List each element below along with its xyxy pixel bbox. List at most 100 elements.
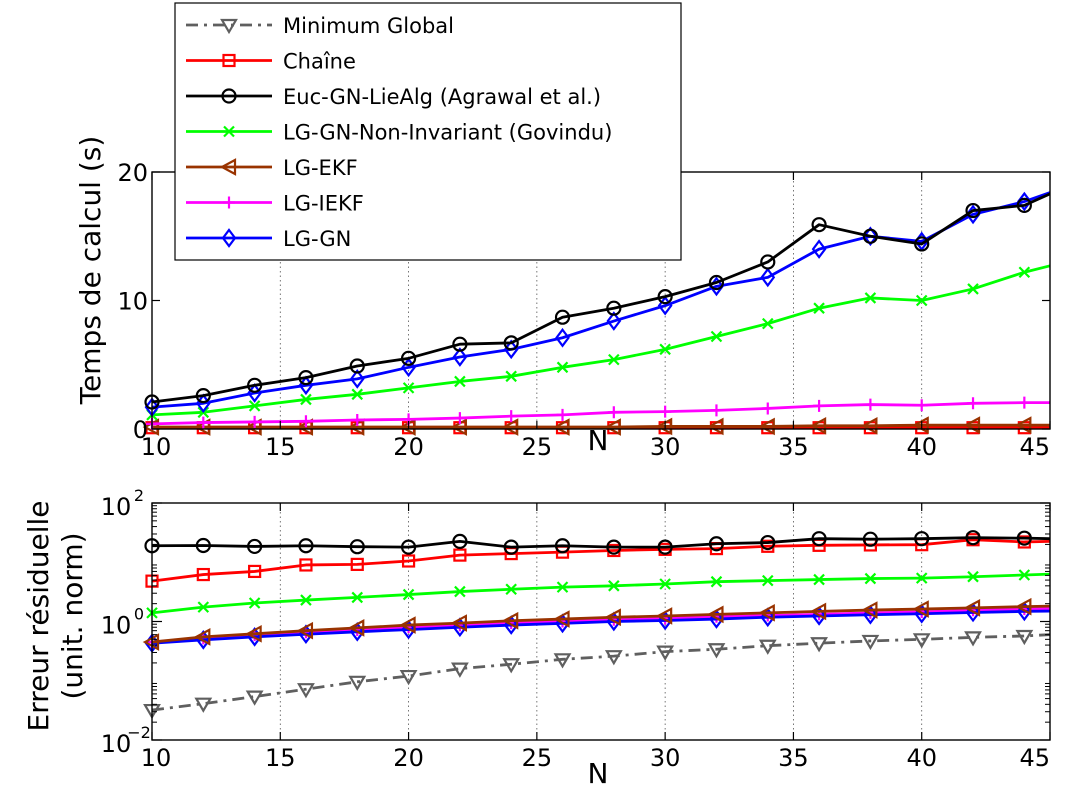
chart1-point-euc-gn-liealg-agrawal-et-al	[400, 539, 417, 555]
chart1-line-lg-ekf	[151, 604, 1051, 644]
chart0-series-lg-iekf	[146, 396, 1050, 430]
chart0-x-tick-label: 40	[906, 433, 937, 461]
chart0-point-lg-gn	[349, 369, 365, 389]
chart0-point-lg-gn	[811, 239, 827, 259]
chart0-point-euc-gn-liealg-agrawal-et-al	[247, 377, 263, 393]
chart0-point-lg-iekf	[659, 405, 672, 418]
chart0-point-lg-gn	[863, 226, 878, 247]
chart0-series-lg-gn-non-invariant-govindu	[146, 264, 1051, 421]
chart1-point-euc-gn-liealg-agrawal-et-al	[298, 538, 314, 554]
chart1-point-lg-gn-non-invariant-govindu	[248, 597, 261, 609]
chart1-point-lg-ekf	[707, 605, 724, 624]
chart1-point-minimum-global	[964, 631, 982, 647]
chart0-y-tick-label: 0	[133, 416, 148, 444]
chart1-point-lg-gn-non-invariant-govindu	[505, 583, 517, 596]
chart1-point-lg-gn-non-invariant-govindu	[967, 570, 979, 583]
legend-entry-euc-gn-liealg-agrawal-et-al: Euc-GN-LieAlg (Agrawal et al.)	[186, 85, 601, 109]
chart0-point-lg-gn-non-invariant-govindu	[505, 370, 517, 383]
chart0-point-lg-gn-non-invariant-govindu	[813, 302, 825, 314]
chart1-point-euc-gn-liealg-agrawal-et-al	[247, 538, 263, 555]
chart1-point-lg-gn-non-invariant-govindu	[608, 580, 620, 592]
legend-marker	[223, 125, 235, 138]
chart1-point-lg-ekf	[655, 607, 673, 625]
chart1-x-tick-label: 10	[141, 744, 172, 772]
legend-marker	[219, 158, 237, 176]
chart1-point-minimum-global	[348, 675, 367, 691]
legend-items: Minimum Global Chaîne Euc-GN-LieAlg (Agraw…	[186, 14, 612, 251]
chart0-point-euc-gn-liealg-agrawal-et-al	[298, 370, 314, 386]
chart0-point-lg-iekf	[505, 410, 518, 423]
chart1-point-cha-ne	[196, 567, 210, 582]
chart0-point-lg-gn-non-invariant-govindu	[659, 343, 671, 356]
legend-marker	[221, 88, 237, 104]
legend-label: LG-EKF	[283, 156, 358, 180]
chart1-point-lg-ekf	[450, 614, 467, 632]
chart0-point-lg-ekf	[758, 417, 775, 436]
chart0-point-lg-iekf	[248, 415, 261, 428]
chart1-point-cha-ne	[299, 558, 313, 572]
chart1-x-tick-label: 35	[778, 744, 809, 772]
chart1-point-minimum-global	[194, 697, 213, 713]
chart1-point-euc-gn-liealg-agrawal-et-al	[862, 531, 879, 547]
chart1-point-euc-gn-liealg-agrawal-et-al	[452, 533, 468, 549]
chart1-point-lg-ekf	[296, 621, 314, 640]
chart1-point-lg-ekf	[193, 628, 211, 646]
legend-marker	[220, 18, 238, 35]
chart0-point-lg-gn-non-invariant-govindu	[402, 382, 415, 394]
chart1-point-minimum-global	[502, 658, 521, 674]
chart1-x-tick-label: 40	[906, 744, 937, 772]
top-series-group	[142, 191, 1051, 436]
chart0-point-lg-iekf	[351, 414, 364, 427]
chart1-point-euc-gn-liealg-agrawal-et-al	[1016, 530, 1032, 546]
chart0-point-euc-gn-liealg-agrawal-et-al	[965, 202, 981, 219]
chart1-point-lg-ekf	[861, 601, 878, 619]
chart1-series-lg-ekf	[142, 597, 1051, 651]
chart1-point-lg-gn-non-invariant-govindu	[197, 601, 210, 613]
chart0-point-lg-iekf	[556, 408, 569, 421]
chart1-point-euc-gn-liealg-agrawal-et-al	[606, 539, 622, 555]
legend-label: LG-GN	[283, 227, 351, 251]
legend: Minimum Global Chaîne Euc-GN-LieAlg (Agraw…	[174, 2, 682, 261]
legend-entry-lg-ekf: LG-EKF	[186, 156, 358, 180]
legend-entry-lg-iekf: LG-IEKF	[186, 192, 364, 216]
chart0-x-tick-label: 30	[650, 433, 681, 461]
chart1-point-lg-gn-non-invariant-govindu	[659, 578, 671, 590]
legend-entry-cha-ne: Chaîne	[186, 50, 356, 74]
chart1-point-lg-gn-non-invariant-govindu	[351, 591, 364, 604]
chart1-point-lg-ekf	[604, 608, 621, 627]
chart0-y-tick-label: 20	[117, 159, 148, 187]
chart0-point-euc-gn-liealg-agrawal-et-al	[554, 309, 571, 325]
chart1-point-euc-gn-liealg-agrawal-et-al	[554, 538, 571, 554]
chart0-point-lg-gn-non-invariant-govindu	[454, 375, 466, 388]
chart1-point-minimum-global	[758, 639, 777, 655]
legend-label: LG-GN-Non-Invariant (Govindu)	[283, 121, 612, 145]
chart0-point-lg-iekf	[710, 404, 723, 417]
chart1-point-lg-ekf	[245, 624, 262, 643]
chart0-point-euc-gn-liealg-agrawal-et-al	[811, 217, 827, 233]
chart1-point-minimum-global	[707, 643, 726, 659]
chart0-point-lg-iekf	[453, 412, 466, 425]
chart1-point-minimum-global	[399, 669, 418, 686]
chart1-line-minimum-global	[151, 633, 1051, 712]
chart1-point-euc-gn-liealg-agrawal-et-al	[760, 534, 776, 551]
chart0-point-lg-gn-non-invariant-govindu	[1018, 266, 1031, 279]
chart0-point-euc-gn-liealg-agrawal-et-al	[503, 335, 519, 351]
chart0-point-lg-ekf	[501, 418, 519, 436]
chart0-point-lg-ekf	[553, 418, 570, 436]
chart1-x-tick-label: 15	[265, 744, 296, 772]
chart0-x-tick-label: 25	[522, 433, 553, 461]
legend-label: LG-IEKF	[283, 192, 364, 216]
chart1-point-euc-gn-liealg-agrawal-et-al	[914, 531, 930, 547]
chart0-point-lg-gn-non-invariant-govindu	[351, 388, 364, 401]
chart1-point-minimum-global	[1015, 629, 1034, 646]
chart1-point-lg-ekf	[1015, 597, 1032, 616]
chart1-series-minimum-global	[143, 629, 1051, 720]
legend-marker	[223, 196, 235, 209]
bottom-y-axis-label-line2: (unit. norm)	[56, 532, 89, 699]
chart1-y-tick-exponent: 2	[134, 486, 144, 505]
chart0-x-tick-label: 35	[778, 433, 809, 461]
chart1-x-tick-label: 30	[650, 744, 681, 772]
top-y-axis-label: Temps de calcul (s)	[74, 136, 107, 406]
chart1-point-cha-ne	[453, 548, 467, 562]
